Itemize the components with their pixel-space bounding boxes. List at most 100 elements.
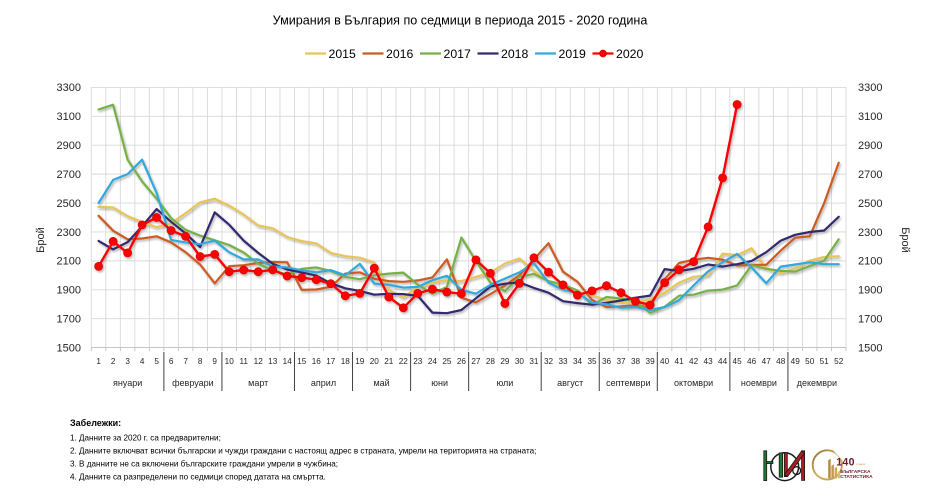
svg-text:13: 13 bbox=[268, 357, 278, 366]
svg-text:5: 5 bbox=[154, 357, 159, 366]
svg-text:2015: 2015 bbox=[329, 47, 357, 61]
svg-text:2019: 2019 bbox=[559, 47, 587, 61]
svg-text:29: 29 bbox=[500, 357, 510, 366]
svg-text:21: 21 bbox=[384, 357, 394, 366]
svg-text:30: 30 bbox=[515, 357, 525, 366]
svg-text:19: 19 bbox=[355, 357, 365, 366]
svg-text:1700: 1700 bbox=[858, 314, 882, 326]
svg-text:2500: 2500 bbox=[858, 198, 882, 210]
svg-text:26: 26 bbox=[457, 357, 467, 366]
svg-text:октомври: октомври bbox=[674, 378, 713, 388]
svg-text:33: 33 bbox=[558, 357, 568, 366]
svg-text:3: 3 bbox=[125, 357, 130, 366]
svg-text:4: 4 bbox=[140, 357, 145, 366]
svg-text:3300: 3300 bbox=[57, 82, 81, 94]
svg-text:11: 11 bbox=[239, 357, 248, 366]
svg-text:6: 6 bbox=[169, 357, 174, 366]
svg-text:1500: 1500 bbox=[858, 342, 882, 354]
svg-text:2300: 2300 bbox=[858, 227, 882, 239]
svg-text:49: 49 bbox=[791, 357, 801, 366]
svg-text:10: 10 bbox=[225, 357, 235, 366]
svg-text:2900: 2900 bbox=[57, 140, 81, 152]
svg-text:4. Данните са разпределени по: 4. Данните са разпределени по седмици сп… bbox=[70, 473, 326, 482]
svg-text:януари: януари bbox=[113, 378, 142, 388]
svg-text:23: 23 bbox=[413, 357, 423, 366]
svg-text:40: 40 bbox=[660, 357, 670, 366]
svg-text:51: 51 bbox=[820, 357, 830, 366]
svg-text:Умирания в България по седмици: Умирания в България по седмици в периода… bbox=[273, 14, 648, 28]
svg-text:22: 22 bbox=[399, 357, 409, 366]
svg-text:16: 16 bbox=[312, 357, 322, 366]
svg-text:43: 43 bbox=[704, 357, 714, 366]
svg-text:27: 27 bbox=[471, 357, 481, 366]
svg-text:2300: 2300 bbox=[57, 227, 81, 239]
svg-text:2018: 2018 bbox=[501, 47, 529, 61]
svg-text:36: 36 bbox=[602, 357, 612, 366]
svg-text:18: 18 bbox=[341, 357, 351, 366]
svg-text:август: август bbox=[557, 378, 583, 388]
svg-text:април: април bbox=[311, 378, 336, 388]
svg-text:Брой: Брой bbox=[899, 227, 911, 253]
svg-text:юли: юли bbox=[496, 378, 513, 388]
svg-text:2. Данните включват всички бъл: 2. Данните включват всички български и ч… bbox=[70, 447, 536, 456]
svg-text:3300: 3300 bbox=[858, 82, 882, 94]
svg-text:32: 32 bbox=[544, 357, 554, 366]
svg-text:17: 17 bbox=[326, 357, 336, 366]
svg-text:15: 15 bbox=[297, 357, 307, 366]
svg-text:28: 28 bbox=[486, 357, 496, 366]
svg-text:25: 25 bbox=[442, 357, 452, 366]
svg-text:ноември: ноември bbox=[741, 378, 777, 388]
svg-text:47: 47 bbox=[762, 357, 772, 366]
svg-text:декември: декември bbox=[797, 378, 837, 388]
svg-text:3100: 3100 bbox=[57, 111, 81, 123]
svg-text:52: 52 bbox=[834, 357, 844, 366]
svg-text:50: 50 bbox=[805, 357, 815, 366]
svg-text:2016: 2016 bbox=[386, 47, 414, 61]
svg-text:1: 1 bbox=[96, 357, 101, 366]
svg-text:години: години bbox=[856, 462, 865, 466]
svg-text:140: 140 bbox=[836, 456, 855, 468]
svg-text:20: 20 bbox=[370, 357, 380, 366]
svg-text:31: 31 bbox=[529, 357, 539, 366]
svg-text:май: май bbox=[373, 378, 389, 388]
svg-text:юни: юни bbox=[431, 378, 448, 388]
svg-text:Забележки:: Забележки: bbox=[70, 418, 121, 428]
svg-text:2100: 2100 bbox=[57, 256, 81, 268]
svg-text:46: 46 bbox=[747, 357, 757, 366]
svg-text:2700: 2700 bbox=[57, 169, 81, 181]
svg-text:14: 14 bbox=[283, 357, 293, 366]
svg-text:35: 35 bbox=[587, 357, 597, 366]
svg-text:февруари: февруари bbox=[172, 378, 214, 388]
svg-text:34: 34 bbox=[573, 357, 583, 366]
svg-text:7: 7 bbox=[183, 357, 188, 366]
svg-text:1900: 1900 bbox=[57, 285, 81, 297]
svg-text:9: 9 bbox=[212, 357, 217, 366]
svg-text:3. В данните не са включени бъ: 3. В данните не са включени българските … bbox=[70, 460, 338, 469]
svg-text:44: 44 bbox=[718, 357, 728, 366]
svg-text:45: 45 bbox=[733, 357, 743, 366]
svg-text:Брой: Брой bbox=[35, 227, 47, 253]
svg-text:2020: 2020 bbox=[616, 47, 644, 61]
svg-text:2017: 2017 bbox=[444, 47, 472, 61]
svg-text:42: 42 bbox=[689, 357, 699, 366]
svg-text:8: 8 bbox=[198, 357, 203, 366]
svg-text:март: март bbox=[248, 378, 268, 388]
svg-text:СТАТИСТИКА: СТАТИСТИКА bbox=[840, 474, 873, 480]
svg-text:1900: 1900 bbox=[858, 285, 882, 297]
svg-text:2100: 2100 bbox=[858, 256, 882, 268]
svg-text:2500: 2500 bbox=[57, 198, 81, 210]
svg-text:3100: 3100 bbox=[858, 111, 882, 123]
svg-text:1500: 1500 bbox=[57, 342, 81, 354]
svg-text:24: 24 bbox=[428, 357, 438, 366]
svg-text:1. Данните за 2020 г. са предв: 1. Данните за 2020 г. са предварителни; bbox=[70, 434, 221, 443]
svg-text:48: 48 bbox=[776, 357, 786, 366]
svg-text:БЪЛГАРСКА: БЪЛГАРСКА bbox=[840, 469, 871, 475]
svg-text:41: 41 bbox=[675, 357, 685, 366]
svg-text:2900: 2900 bbox=[858, 140, 882, 152]
svg-text:2: 2 bbox=[111, 357, 116, 366]
svg-text:37: 37 bbox=[616, 357, 626, 366]
svg-text:38: 38 bbox=[631, 357, 641, 366]
svg-text:39: 39 bbox=[646, 357, 656, 366]
svg-text:2700: 2700 bbox=[858, 169, 882, 181]
svg-text:септември: септември bbox=[606, 378, 650, 388]
